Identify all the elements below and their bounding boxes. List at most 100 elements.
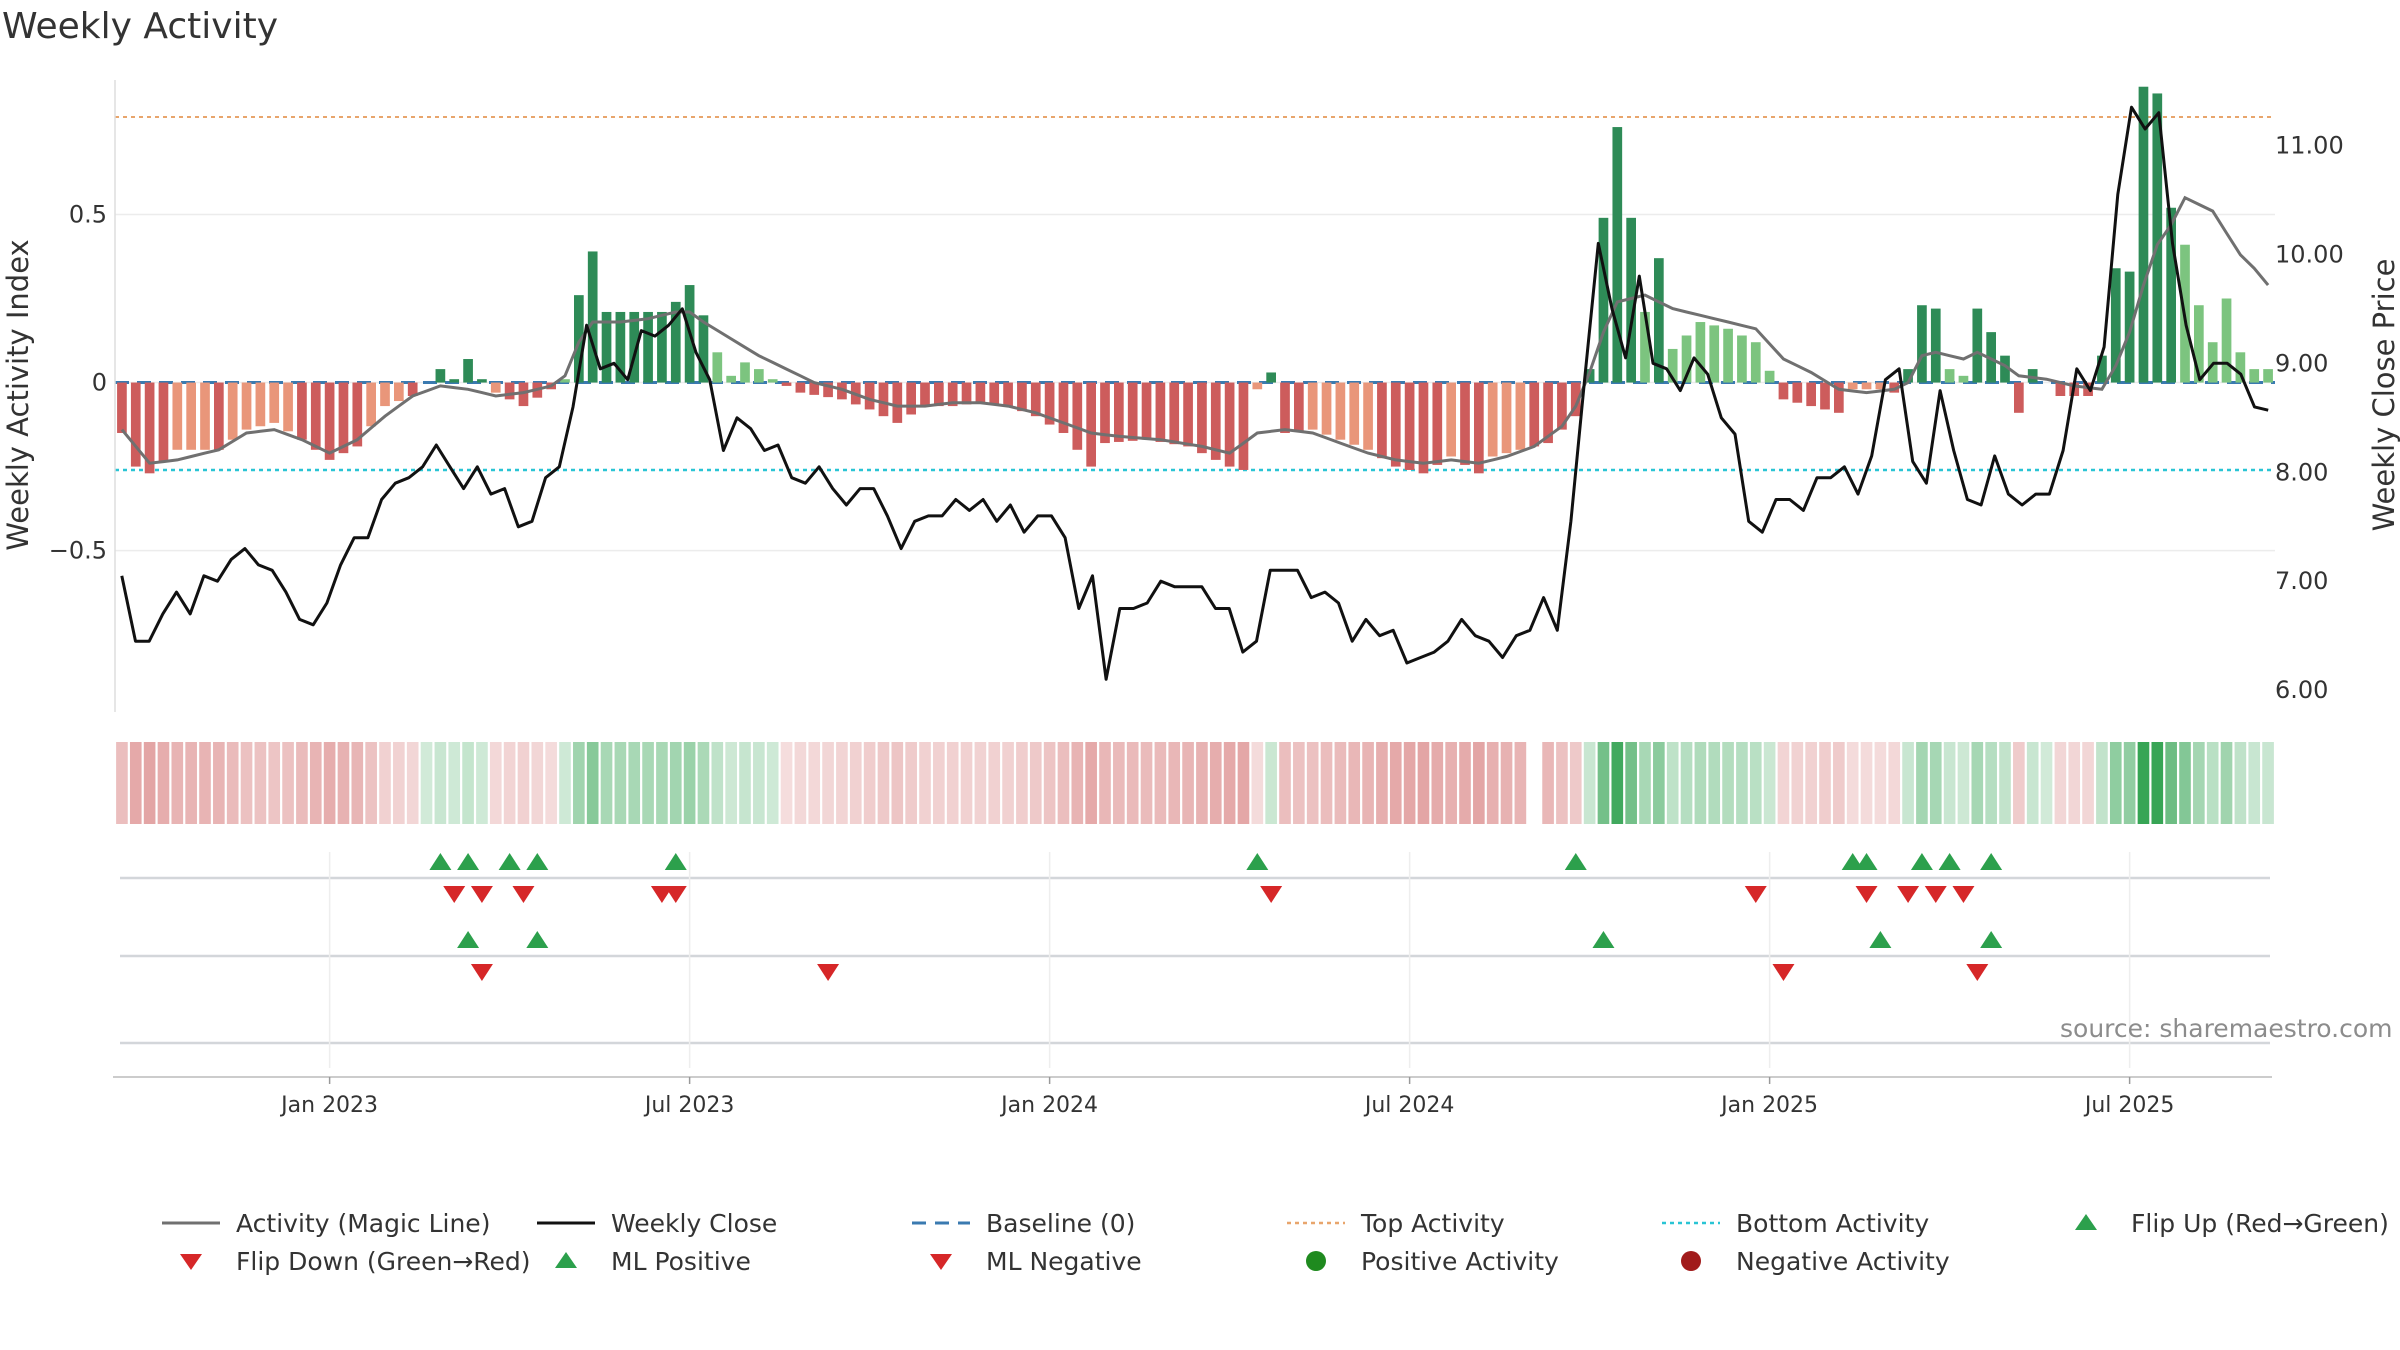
heat-strip-cell — [697, 742, 710, 824]
right-tick-label: 8.00 — [2275, 458, 2328, 486]
heat-strip-cell — [2082, 742, 2094, 824]
legend-swatch — [1662, 1221, 1720, 1225]
x-tick-label: Jan 2023 — [279, 1093, 378, 1118]
heat-strip-cell — [1113, 742, 1125, 824]
activity-bar — [1404, 382, 1415, 470]
heat-strip-cell — [2068, 742, 2081, 824]
ml-positive-marker — [1869, 931, 1892, 948]
activity-bar — [670, 301, 681, 383]
legend-item: Top Activity — [1285, 1206, 1505, 1240]
heat-strip-cell — [559, 742, 571, 824]
heat-strip-cell — [2193, 742, 2205, 824]
ml-negative-marker — [1772, 964, 1795, 981]
flip-down-marker — [512, 886, 535, 903]
heat-strip-cell — [766, 742, 779, 824]
heat-strip-cell — [1362, 742, 1374, 824]
heat-strip-cell — [711, 742, 724, 824]
activity-bar — [961, 382, 972, 405]
left-tick-label: 0 — [92, 369, 107, 397]
activity-bar — [906, 382, 916, 415]
flip-down-marker — [650, 886, 673, 903]
activity-bar — [1377, 382, 1387, 459]
activity-bar — [1695, 322, 1706, 383]
activity-bar — [1958, 375, 1969, 383]
activity-bar — [1515, 382, 1526, 450]
heat-strip-cell — [143, 742, 156, 824]
legend-label: ML Positive — [611, 1246, 751, 1276]
activity-bar — [1238, 382, 1249, 470]
activity-bar — [2263, 369, 2273, 383]
activity-bar — [809, 382, 820, 395]
ml-positive-marker — [1980, 931, 2003, 948]
heat-strip-cell — [1459, 742, 1471, 824]
activity-bar — [1667, 348, 1678, 383]
flip-up-marker — [457, 853, 480, 870]
legend-label: Negative Activity — [1736, 1246, 1950, 1276]
flip-up-marker — [429, 853, 452, 870]
right-tick-label: 9.00 — [2275, 349, 2328, 377]
activity-bar — [186, 382, 196, 450]
heat-strip-cell — [1999, 742, 2011, 824]
heat-strip-cell — [877, 742, 890, 824]
activity-bar — [297, 382, 307, 440]
flip-up-marker — [1246, 853, 1269, 870]
activity-bar — [1557, 382, 1567, 430]
activity-bar — [2138, 86, 2149, 383]
heat-strip-cell — [600, 742, 613, 824]
activity-bar — [2235, 352, 2246, 383]
legend-label: Weekly Close — [611, 1208, 778, 1238]
activity-bar — [1141, 382, 1152, 440]
activity-bar — [1501, 382, 1512, 454]
activity-bar — [1100, 382, 1110, 444]
activity-bar — [324, 382, 335, 460]
activity-bar — [712, 352, 723, 383]
activity-bar — [740, 362, 750, 383]
heat-strip-cell — [1569, 742, 1582, 824]
activity-bar — [1681, 335, 1692, 383]
activity-bar — [1114, 382, 1124, 442]
activity-bar — [864, 382, 875, 410]
x-tick-label: Jan 2025 — [1719, 1093, 1818, 1118]
activity-bar — [1446, 382, 1456, 457]
activity-bar — [1432, 382, 1443, 465]
legend: Activity (Magic Line) Weekly Close Baselin… — [160, 1206, 2400, 1286]
legend-swatch — [912, 1221, 970, 1225]
activity-bar — [1709, 325, 1720, 383]
left-tick-label: −0.5 — [49, 537, 107, 565]
heat-strip-cell — [1860, 742, 1873, 824]
heat-strip-cell — [2109, 742, 2122, 824]
heat-strip-cell — [1237, 742, 1250, 824]
activity-bar — [310, 382, 321, 450]
ml-positive-marker — [526, 931, 549, 948]
heat-strip-cell — [1389, 742, 1402, 824]
activity-bar — [1640, 311, 1650, 383]
heat-strip-cell — [2040, 742, 2053, 824]
weekly-close-series — [120, 105, 2269, 681]
legend-swatch — [1306, 1251, 1326, 1271]
heat-strip-cell — [794, 742, 807, 824]
activity-bar — [920, 382, 930, 407]
activity-bar — [130, 382, 141, 467]
legend-swatch — [555, 1252, 577, 1268]
flip-up-marker — [1938, 853, 1961, 870]
activity-bar — [1612, 127, 1623, 383]
heat-strip-cell — [1154, 742, 1167, 824]
flip-up-marker — [1855, 853, 1878, 870]
activity-bar — [1917, 305, 1927, 383]
heat-strip-cell — [683, 742, 696, 824]
heat-strip-cell — [309, 742, 322, 824]
right-tick-label: 6.00 — [2275, 676, 2328, 704]
activity-bar — [754, 369, 764, 383]
heat-strip-cell — [1985, 742, 1997, 824]
heat-strip-cell — [753, 742, 765, 824]
activity-bar — [1792, 382, 1803, 403]
activity-bar — [1169, 382, 1180, 445]
heat-strip-cell — [2220, 742, 2233, 824]
heat-strip-cell — [2179, 742, 2191, 824]
activity-bar — [1349, 382, 1360, 445]
activity-bar — [407, 382, 418, 396]
heat-strip-cell — [1473, 742, 1485, 824]
legend-item: Activity (Magic Line) — [160, 1206, 490, 1240]
heat-strip-cell — [1888, 742, 1901, 824]
heat-strip-cell — [1126, 742, 1139, 824]
